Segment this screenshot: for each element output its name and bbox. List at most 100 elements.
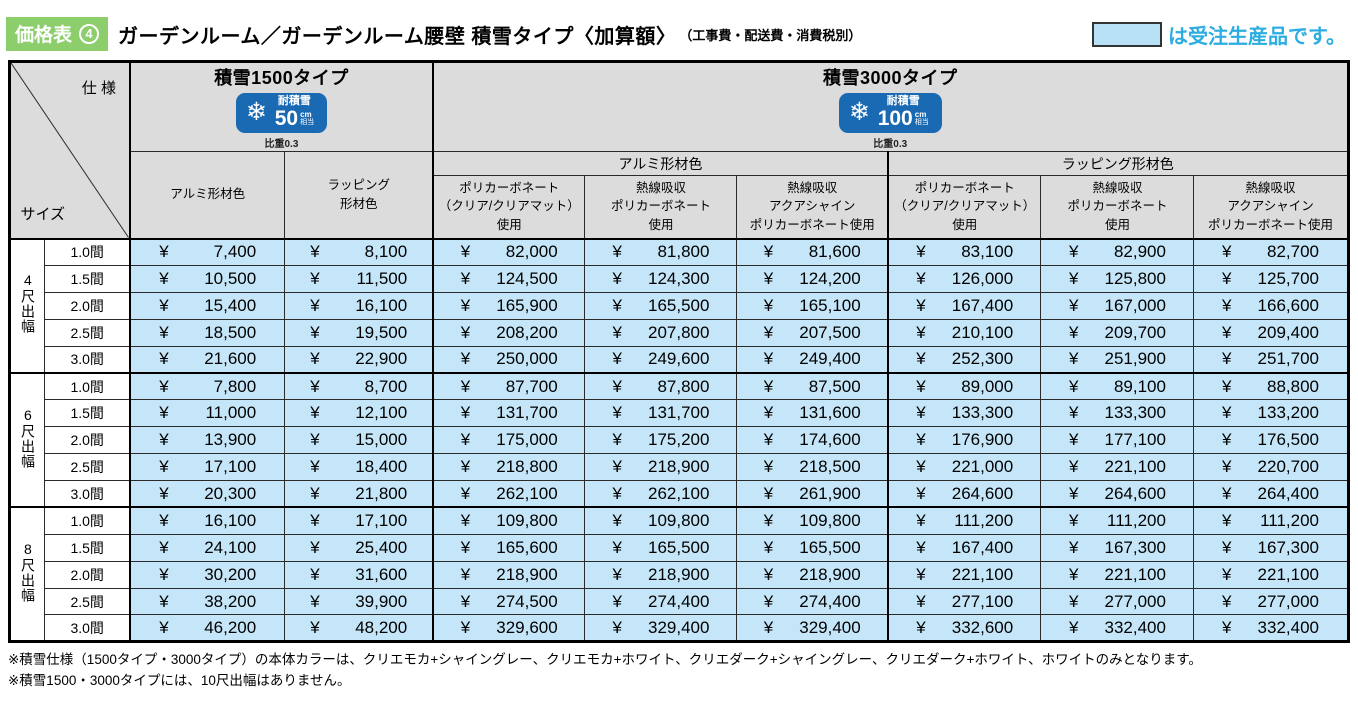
price-cell: ¥124,500 — [431, 264, 586, 293]
row-group-label: 6尺出幅 — [9, 371, 46, 508]
footnote: ※積雪1500・3000タイプには、10尺出幅はありません。 — [8, 673, 351, 689]
price-cell: ¥87,500 — [736, 371, 889, 401]
price-cell: ¥221,100 — [886, 560, 1042, 589]
made-to-order-legend: は受注生産品です。 — [1092, 20, 1346, 49]
price-cell: ¥11,000 — [128, 399, 286, 428]
price-cell: ¥15,400 — [128, 291, 286, 320]
price-cell: ¥221,000 — [886, 453, 1042, 482]
table-row: 4尺出幅 1.0間 ¥7,400 ¥8,100 ¥82,000 ¥81,800 ¥81,60… — [9, 237, 1349, 374]
price-cell: ¥17,100 — [284, 506, 434, 535]
price-cell: ¥221,100 — [1040, 453, 1195, 482]
price-cell: ¥218,900 — [584, 453, 738, 482]
price-cell: ¥262,100 — [584, 480, 738, 508]
price-cell: ¥251,900 — [1040, 345, 1195, 374]
size-cell: 2.0間 — [44, 426, 131, 455]
price-cell: ¥264,400 — [1193, 480, 1349, 508]
price-cell: ¥264,600 — [1040, 480, 1195, 508]
group-title-1500: 積雪1500タイプ — [214, 68, 349, 88]
table-row: 1.5間 ¥10,500 ¥11,500 ¥124,500 ¥124,300 ¥124,2… — [10, 264, 1349, 293]
price-cell: ¥131,600 — [736, 399, 889, 428]
group-header-1500: 積雪1500タイプ ❄ 耐積雪 50 cm 相当 — [128, 61, 434, 152]
price-cell: ¥39,900 — [284, 587, 434, 616]
table-row: 2.0間 ¥30,200 ¥31,600 ¥218,900 ¥218,900 ¥218,9… — [10, 560, 1349, 589]
price-cell: ¥274,400 — [584, 587, 738, 616]
price-cell: ¥7,400 — [128, 237, 286, 266]
price-cell: ¥10,500 — [128, 264, 286, 293]
price-cell: ¥218,900 — [584, 560, 738, 589]
price-cell: ¥218,900 — [736, 560, 889, 589]
column-header-1500-aluminum: アルミ形材色 — [128, 151, 286, 239]
footnotes: ※積雪仕様（1500タイプ・3000タイプ）の本体カラーは、クリエモカ+シャイン… — [8, 650, 1350, 692]
table-row: 1.5間 ¥11,000 ¥12,100 ¥131,700 ¥131,700 ¥131,6… — [10, 399, 1349, 428]
price-cell: ¥329,600 — [431, 614, 586, 643]
column-header-heat-absorbing: 熱線吸収 ポリカーボネート 使用 — [584, 175, 738, 239]
size-cell: 3.0間 — [44, 614, 131, 643]
page-header: 価格表 4 ガーデンルーム／ガーデンルーム腰壁 積雪タイプ〈加算額〉 （工事費・… — [0, 0, 1358, 60]
legend-color-swatch — [1092, 21, 1162, 47]
corner-header-cell: 仕 様 サイズ — [9, 61, 131, 239]
size-cell: 1.5間 — [44, 399, 131, 428]
price-cell: ¥82,000 — [431, 237, 586, 266]
price-cell: ¥111,200 — [886, 506, 1042, 535]
column-header-polycarbonate: ポリカーボネート （クリア/クリアマット） 使用 — [431, 175, 586, 239]
row-group-label: 4尺出幅 — [9, 237, 46, 374]
group-title-3000: 積雪3000タイプ — [822, 68, 958, 88]
price-cell: ¥82,900 — [1040, 237, 1195, 266]
size-cell: 3.0間 — [44, 480, 131, 508]
table-row: 1.5間 ¥24,100 ¥25,400 ¥165,600 ¥165,500 ¥165,5… — [10, 533, 1349, 562]
price-cell: ¥274,500 — [431, 587, 586, 616]
price-cell: ¥329,400 — [736, 614, 889, 643]
price-cell: ¥220,700 — [1193, 453, 1349, 482]
snow-load-badge-50: ❄ 耐積雪 50 cm 相当 — [235, 93, 328, 133]
price-cell: ¥176,500 — [1193, 426, 1349, 455]
price-cell: ¥82,700 — [1193, 237, 1349, 266]
price-cell: ¥332,400 — [1193, 614, 1349, 643]
price-cell: ¥251,700 — [1193, 345, 1349, 374]
price-cell: ¥7,800 — [128, 371, 286, 401]
price-cell: ¥167,000 — [1040, 291, 1195, 320]
price-cell: ¥19,500 — [284, 318, 434, 347]
price-cell: ¥274,400 — [736, 587, 889, 616]
price-cell: ¥109,800 — [736, 506, 889, 535]
price-cell: ¥12,100 — [284, 399, 434, 428]
price-cell: ¥87,700 — [431, 371, 586, 401]
snowflake-icon: ❄ — [245, 98, 267, 126]
price-cell: ¥209,400 — [1193, 318, 1349, 347]
price-cell: ¥25,400 — [284, 533, 434, 562]
price-cell: ¥18,400 — [284, 453, 434, 482]
price-cell: ¥277,000 — [1193, 587, 1349, 616]
size-cell: 1.0間 — [44, 506, 131, 535]
price-cell: ¥221,100 — [1193, 560, 1349, 589]
price-cell: ¥24,100 — [128, 533, 286, 562]
price-cell: ¥277,100 — [886, 587, 1042, 616]
row-group-label: 8尺出幅 — [9, 506, 46, 643]
price-cell: ¥165,500 — [584, 533, 738, 562]
size-cell: 2.0間 — [44, 560, 131, 589]
price-cell: ¥22,900 — [284, 345, 434, 374]
price-cell: ¥332,600 — [886, 614, 1042, 643]
price-cell: ¥208,200 — [431, 318, 586, 347]
corner-size-label: サイズ — [20, 205, 66, 223]
table-row: 6尺出幅 1.0間 ¥7,800 ¥8,700 ¥87,700 ¥87,800 ¥87,50… — [9, 371, 1349, 508]
price-cell: ¥249,600 — [584, 345, 738, 374]
price-list-tag: 価格表 4 — [6, 17, 109, 51]
price-cell: ¥175,200 — [584, 426, 738, 455]
price-cell: ¥262,100 — [431, 480, 586, 508]
price-cell: ¥207,500 — [736, 318, 889, 347]
price-cell: ¥126,000 — [886, 264, 1042, 293]
size-cell: 1.5間 — [44, 264, 131, 293]
price-cell: ¥249,400 — [736, 345, 889, 374]
price-cell: ¥207,800 — [584, 318, 738, 347]
price-cell: ¥18,500 — [128, 318, 286, 347]
price-cell: ¥124,300 — [584, 264, 738, 293]
price-cell: ¥221,100 — [1040, 560, 1195, 589]
table-row: 8尺出幅 1.0間 ¥16,100 ¥17,100 ¥109,800 ¥109,800 ¥1… — [9, 506, 1349, 643]
price-cell: ¥252,300 — [886, 345, 1042, 374]
table-row: 3.0間 ¥20,300 ¥21,800 ¥262,100 ¥262,100 ¥261,9… — [10, 480, 1349, 508]
price-cell: ¥218,900 — [431, 560, 586, 589]
column-header-aquashine: 熱線吸収 アクアシャイン ポリカーボネート使用 — [1193, 175, 1349, 239]
price-cell: ¥16,100 — [284, 291, 434, 320]
price-cell: ¥111,200 — [1040, 506, 1195, 535]
snowflake-icon: ❄ — [848, 98, 870, 126]
price-cell: ¥165,500 — [736, 533, 889, 562]
